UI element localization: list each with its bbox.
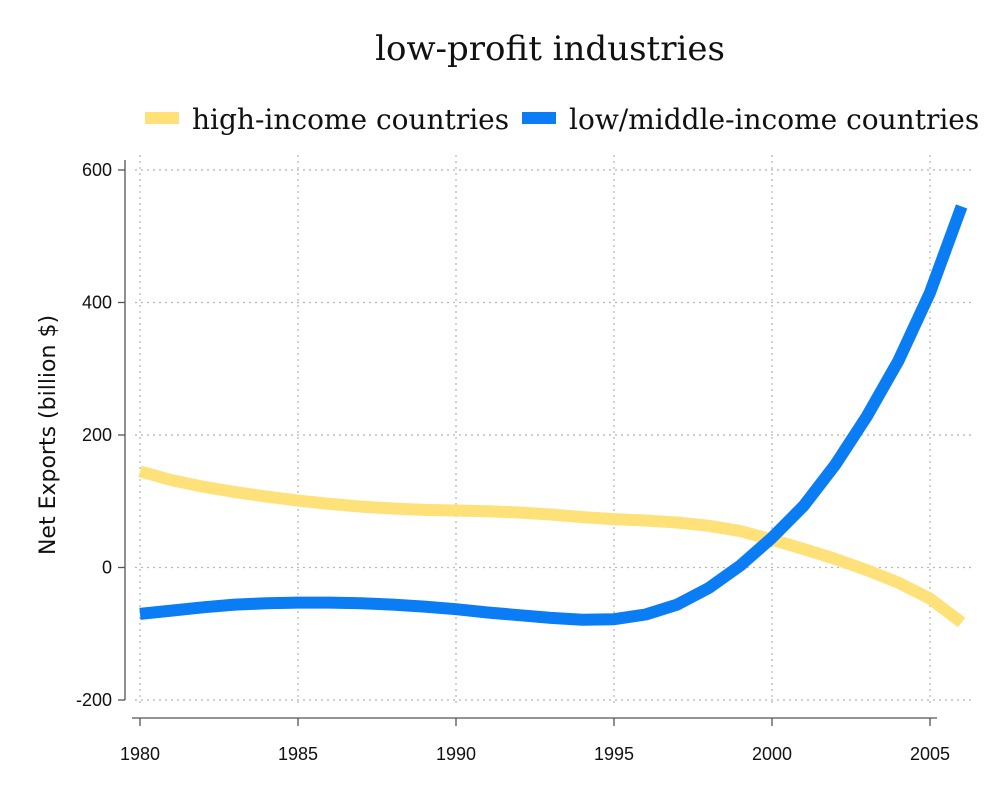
- x-tick-label-2000: 2000: [752, 744, 792, 764]
- x-tick-label-1980: 1980: [120, 744, 160, 764]
- x-gridlines: [139, 155, 931, 705]
- series-line-0: [138, 465, 966, 628]
- y-axis-ticks: -200 0 200 400 600: [76, 160, 125, 710]
- series-line-1: [139, 204, 968, 626]
- legend-swatch-1: [522, 112, 556, 124]
- y-gridlines: [135, 169, 975, 701]
- legend: high-income countries low/middle-income c…: [145, 103, 979, 136]
- x-tick-label-1985: 1985: [278, 744, 318, 764]
- x-axis-ticks: 1980 1985 1990 1995 2000 2005: [120, 718, 950, 764]
- y-tick-label-0: 0: [102, 558, 112, 578]
- legend-label-0: high-income countries: [192, 103, 509, 136]
- chart-title: low-profit industries: [375, 29, 725, 69]
- legend-swatch-0: [145, 112, 179, 124]
- y-axis-label: Net Exports (billion $): [36, 315, 61, 555]
- series-lines: [138, 204, 968, 628]
- y-tick-label-600: 600: [82, 160, 112, 180]
- y-tick-label--200: -200: [76, 690, 112, 710]
- x-tick-label-1995: 1995: [594, 744, 634, 764]
- y-tick-label-200: 200: [82, 425, 112, 445]
- y-tick-label-400: 400: [82, 293, 112, 313]
- legend-label-1: low/middle-income countries: [569, 103, 979, 136]
- x-tick-label-1990: 1990: [436, 744, 476, 764]
- x-tick-label-2005: 2005: [910, 744, 950, 764]
